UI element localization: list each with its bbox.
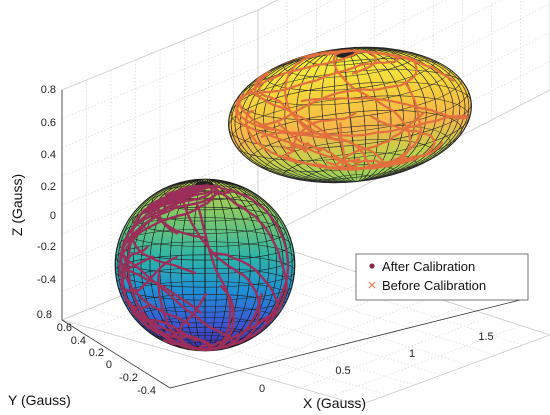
before-calibration-points [235, 49, 469, 172]
z-tick: 0 [50, 210, 56, 222]
after-calibration-trace [228, 188, 290, 323]
before-calibration-trace [235, 52, 400, 131]
grid-line [257, 3, 550, 155]
legend-marker-before [368, 281, 376, 289]
z-tick: 0.6 [41, 117, 56, 129]
x-tick: 0 [259, 383, 265, 395]
sphere-longitude [117, 179, 293, 351]
before-calibration-trace [339, 158, 382, 171]
z-axis-ticks: 0.8 0.6 0.4 0.2 0 -0.2 -0.4 [37, 84, 56, 286]
grid-line [89, 308, 388, 396]
legend: After Calibration Before Calibration [355, 253, 529, 301]
y-tick: 0.4 [71, 335, 86, 347]
y-tick: 0.6 [57, 322, 72, 334]
after-calibration-trace [131, 285, 235, 351]
front-edge-y [61, 319, 171, 389]
grid-line [257, 32, 550, 183]
grid-line [145, 285, 442, 376]
grid-line [257, 60, 550, 212]
x-tick: 1 [409, 348, 415, 360]
before-calibration-trace [283, 49, 455, 134]
after-calibration-trace [201, 184, 288, 326]
before-calibration-trace [282, 141, 323, 154]
grid-line [117, 296, 415, 386]
before-calibration-trace [284, 111, 357, 171]
z-axis-label: Z (Gauss) [9, 174, 25, 236]
sphere-latitude [124, 217, 286, 247]
front-edge-x [169, 299, 521, 389]
sphere-longitude [115, 179, 295, 351]
sphere-longitude [140, 179, 270, 351]
y-tick: -0.2 [119, 372, 138, 384]
z-tick: -0.2 [37, 241, 56, 253]
x-axis-label: X (Gauss) [303, 395, 366, 411]
before-calibration-trace [235, 49, 359, 169]
sphere-latitude [151, 190, 259, 211]
grid-line [173, 273, 469, 366]
grid-line [201, 262, 496, 356]
grid-line [240, 296, 434, 372]
grid-line [61, 124, 259, 206]
grid-line [229, 251, 523, 346]
after-calibration-points [118, 182, 290, 351]
legend-label-after: After Calibration [382, 259, 475, 274]
z-tick: 0.2 [41, 181, 56, 193]
after-calibration-trace [123, 256, 197, 342]
ellipsoid-latitude [228, 81, 472, 149]
y-tick: 0.2 [89, 347, 104, 359]
grid-line [210, 287, 405, 363]
grid-line [61, 95, 259, 177]
z-tick: 0.8 [41, 84, 56, 96]
grid-line [61, 67, 259, 148]
grid-line [300, 315, 492, 389]
sphere-longitude [192, 179, 218, 351]
x-tick: 1.5 [478, 331, 493, 343]
before-calibration-trace [258, 51, 418, 127]
x-axis-ticks: 0 0.5 1 1.5 [259, 331, 494, 395]
z-tick: 0.4 [41, 149, 56, 161]
legend-label-before: Before Calibration [382, 278, 486, 293]
sphere-longitude [204, 179, 206, 351]
x-tick: 0.5 [335, 365, 350, 377]
grid-line [270, 306, 463, 380]
legend-marker-after [369, 263, 375, 269]
sphere-longitude [149, 179, 261, 351]
sphere-latitude [115, 254, 295, 288]
grid-line [330, 325, 521, 397]
z-tick: -0.4 [37, 274, 56, 286]
y-tick: 0.8 [37, 309, 52, 321]
legend-box [355, 253, 529, 301]
y-tick: -0.4 [137, 385, 156, 397]
before-calibration-trace [339, 122, 361, 171]
after-calibration-trace [130, 182, 209, 275]
y-axis-ticks: 0.8 0.6 0.4 0.2 0 -0.2 -0.4 [37, 309, 156, 397]
y-tick: 0 [106, 359, 112, 371]
y-axis-label: Y (Gauss) [8, 392, 71, 408]
grid-line [61, 38, 259, 120]
